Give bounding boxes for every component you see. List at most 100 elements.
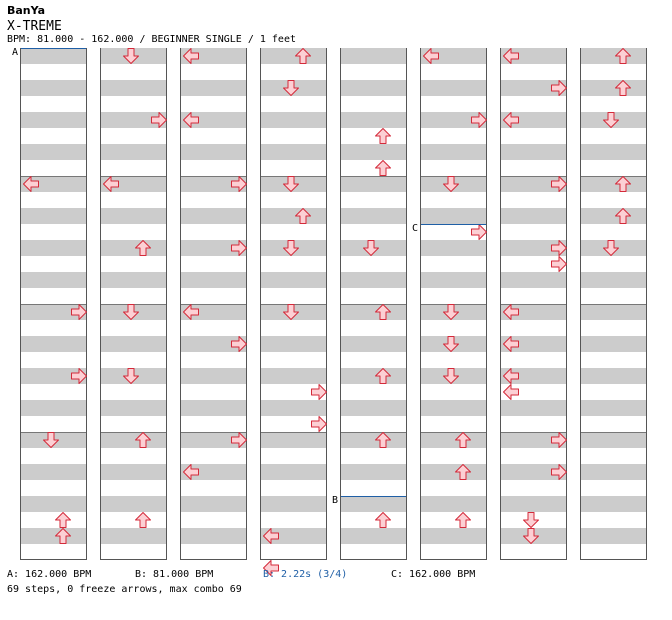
left-arrow-icon — [503, 112, 519, 128]
beat-band — [101, 80, 166, 96]
beat-band — [501, 368, 566, 384]
bpm-a-legend: A: 162.000 BPM — [7, 569, 92, 580]
down-arrow-icon — [603, 240, 619, 256]
beat-band — [21, 400, 86, 416]
beat-band — [21, 272, 86, 288]
left-arrow-icon — [183, 48, 199, 64]
beat-band — [501, 432, 566, 448]
measure-line — [581, 432, 646, 433]
beat-band — [181, 432, 246, 448]
bpm-c-legend: C: 162.000 BPM — [391, 569, 476, 580]
bpm-change-line — [421, 224, 486, 225]
down-arrow-icon — [443, 304, 459, 320]
bpm-marker-label: A — [12, 47, 19, 58]
left-arrow-icon — [423, 48, 439, 64]
measure-line — [261, 432, 326, 433]
beat-band — [101, 432, 166, 448]
up-arrow-icon — [375, 128, 391, 144]
left-arrow-icon — [23, 176, 39, 192]
up-arrow-icon — [375, 304, 391, 320]
beat-band — [261, 112, 326, 128]
beat-band — [421, 464, 486, 480]
step-stats: 69 steps, 0 freeze arrows, max combo 69 — [7, 584, 242, 595]
down-arrow-icon — [283, 304, 299, 320]
beat-band — [341, 112, 406, 128]
beat-band — [421, 144, 486, 160]
beat-band — [101, 240, 166, 256]
beat-band — [21, 304, 86, 320]
beat-band — [21, 112, 86, 128]
up-arrow-icon — [455, 464, 471, 480]
chart-column: C — [412, 48, 487, 560]
beat-band — [101, 400, 166, 416]
beat-band — [21, 496, 86, 512]
down-arrow-icon — [603, 112, 619, 128]
measure-line — [181, 304, 246, 305]
measure-line — [581, 176, 646, 177]
measure-line — [341, 304, 406, 305]
beat-band — [341, 144, 406, 160]
beat-band — [101, 496, 166, 512]
right-arrow-icon — [551, 240, 567, 256]
beat-band — [341, 400, 406, 416]
beat-band — [581, 496, 646, 512]
right-arrow-icon — [471, 224, 487, 240]
beat-band — [501, 496, 566, 512]
chart-column — [180, 48, 247, 560]
down-arrow-icon — [523, 512, 539, 528]
beat-band — [341, 432, 406, 448]
chart-column: B — [332, 48, 407, 560]
beat-band — [421, 208, 486, 224]
beat-band — [181, 336, 246, 352]
up-arrow-icon — [375, 512, 391, 528]
beat-band — [501, 240, 566, 256]
right-arrow-icon — [71, 368, 87, 384]
left-arrow-icon — [503, 48, 519, 64]
beat-band — [581, 272, 646, 288]
left-arrow-icon — [503, 384, 519, 400]
beat-band — [421, 240, 486, 256]
beat-band — [21, 464, 86, 480]
beat-band — [101, 176, 166, 192]
chart-column — [500, 48, 567, 560]
down-arrow-icon — [363, 240, 379, 256]
up-arrow-icon — [615, 176, 631, 192]
beat-band — [501, 208, 566, 224]
beat-band — [261, 368, 326, 384]
right-arrow-icon — [551, 464, 567, 480]
beat-band — [181, 528, 246, 544]
up-arrow-icon — [375, 160, 391, 176]
measure-line — [181, 176, 246, 177]
right-arrow-icon — [231, 176, 247, 192]
beat-band — [261, 400, 326, 416]
beat-band — [261, 144, 326, 160]
beat-band — [581, 208, 646, 224]
up-arrow-icon — [135, 512, 151, 528]
beat-band — [21, 208, 86, 224]
beat-band — [101, 208, 166, 224]
left-arrow-icon — [263, 560, 279, 576]
left-arrow-icon — [183, 112, 199, 128]
beat-band — [501, 80, 566, 96]
beat-band — [341, 48, 406, 64]
right-arrow-icon — [551, 176, 567, 192]
measure-line — [421, 432, 486, 433]
measure-line — [501, 304, 566, 305]
stop-b-legend: B: 2.22s (3/4) — [263, 569, 348, 580]
measure-line — [341, 176, 406, 177]
beat-band — [261, 464, 326, 480]
beat-band — [421, 432, 486, 448]
beat-band — [181, 176, 246, 192]
bpm-marker-label: C — [412, 223, 419, 234]
up-arrow-icon — [55, 528, 71, 544]
measure-line — [101, 176, 166, 177]
beat-band — [21, 368, 86, 384]
beat-band — [581, 528, 646, 544]
beat-band — [181, 208, 246, 224]
down-arrow-icon — [523, 528, 539, 544]
measure-line — [101, 432, 166, 433]
beat-band — [421, 496, 486, 512]
down-arrow-icon — [283, 80, 299, 96]
up-arrow-icon — [455, 432, 471, 448]
beat-band — [421, 80, 486, 96]
